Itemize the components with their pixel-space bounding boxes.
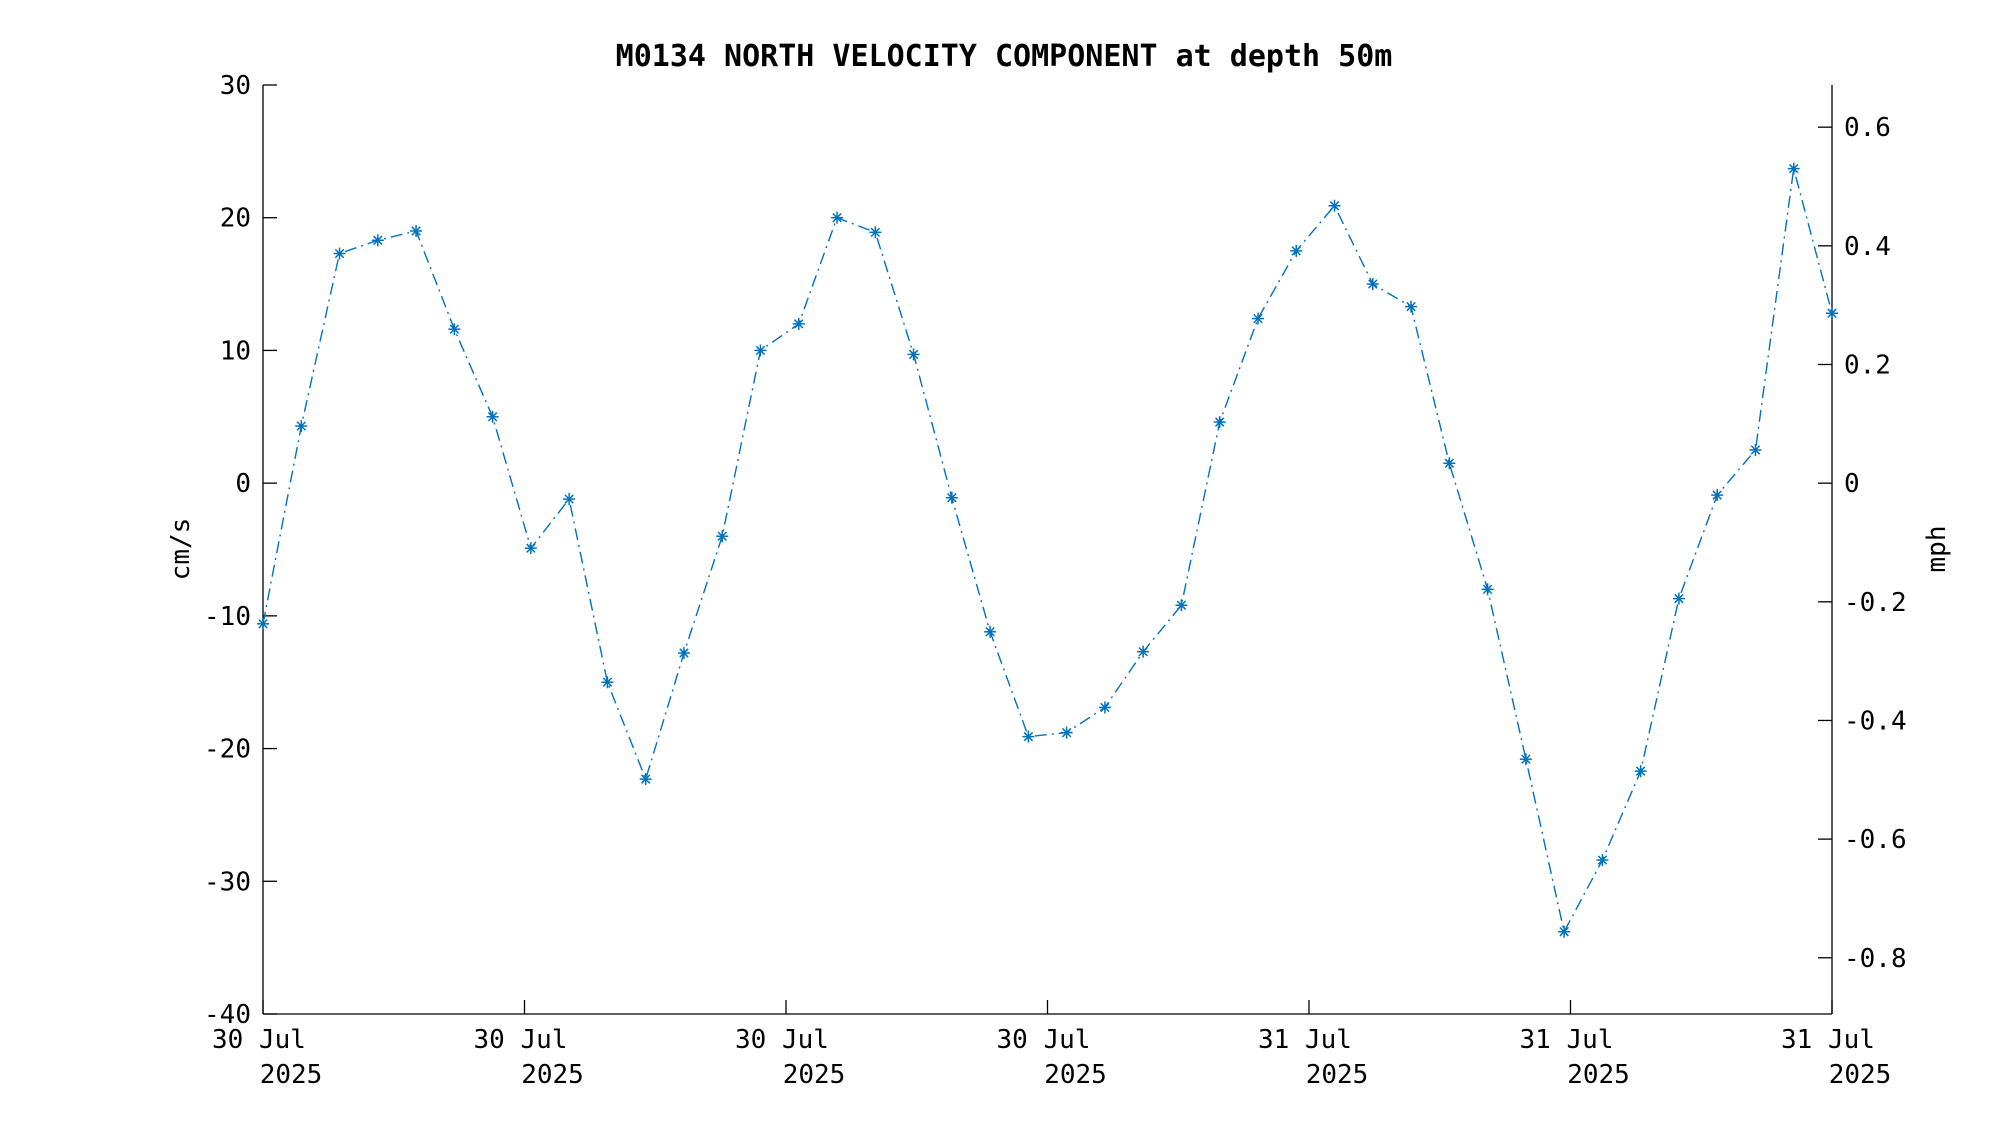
data-point: [1634, 765, 1647, 778]
y2-tick-label: -0.2: [1844, 588, 1907, 618]
data-point: [716, 530, 729, 543]
y-tick-label: 20: [220, 204, 251, 234]
y2-tick-label: 0.4: [1844, 232, 1891, 262]
data-point: [257, 617, 269, 630]
x-tick-label-date: 30 Jul: [212, 1025, 306, 1055]
data-point: [1672, 592, 1685, 605]
data-point: [1290, 244, 1303, 257]
data-point: [1251, 312, 1264, 325]
y2-ticks: 0.6 0.4 0.2 0 -0.2 -0.4 -0.6 -0.8: [1818, 113, 1907, 974]
x-tick-label-date: 30 Jul: [997, 1025, 1091, 1055]
data-point: [792, 317, 805, 330]
data-point: [869, 226, 882, 239]
chart-title: M0134 NORTH VELOCITY COMPONENT at depth …: [616, 39, 1393, 74]
x-tick-label-year: 2025: [1567, 1060, 1630, 1090]
y-ticks: 30 20 10 0 -10 -20 -30 -40: [204, 71, 277, 1030]
y-tick-label: -30: [204, 867, 251, 897]
y-tick-label: -10: [204, 602, 251, 632]
data-point: [1481, 583, 1494, 596]
y2-axis-label: mph: [1922, 526, 1952, 573]
data-point: [831, 211, 844, 224]
data-point: [1558, 925, 1571, 938]
series-group: [257, 162, 1838, 938]
data-point: [1137, 645, 1150, 658]
x-tick-label-date: 30 Jul: [474, 1025, 568, 1055]
data-point: [1787, 162, 1800, 175]
series-line: [262, 168, 1833, 934]
data-point: [1328, 199, 1341, 212]
x-tick-label-date: 31 Jul: [1258, 1025, 1352, 1055]
y2-tick-label: 0.2: [1844, 350, 1891, 380]
data-point: [1749, 443, 1762, 456]
y2-tick-label: -0.8: [1844, 944, 1907, 974]
y-tick-label: 0: [235, 469, 251, 499]
x-tick-label-year: 2025: [1829, 1060, 1892, 1090]
x-ticks: 30 Jul 2025 30 Jul 2025 30 Jul 2025 30 Jul 2025…: [212, 1000, 1891, 1090]
y-tick-label: -20: [204, 735, 251, 765]
x-tick-label-year: 2025: [1306, 1060, 1369, 1090]
y-tick-label: -40: [204, 1000, 251, 1030]
x-tick-label-date: 31 Jul: [1781, 1025, 1875, 1055]
data-point: [333, 247, 346, 260]
data-point: [1711, 489, 1724, 502]
data-point: [1443, 457, 1456, 470]
data-point: [754, 344, 767, 357]
data-point: [1022, 730, 1035, 743]
data-point: [639, 773, 652, 786]
y-tick-label: 30: [220, 71, 251, 101]
x-tick-label-year: 2025: [521, 1060, 584, 1090]
data-point: [371, 234, 384, 247]
x-tick-label-year: 2025: [783, 1060, 846, 1090]
data-point: [1519, 753, 1532, 766]
data-point: [1213, 416, 1226, 429]
y2-tick-label: 0.6: [1844, 113, 1891, 143]
x-tick-label-date: 31 Jul: [1520, 1025, 1614, 1055]
data-point: [907, 348, 920, 361]
data-point: [1098, 701, 1111, 714]
data-point: [677, 647, 690, 660]
data-point: [945, 491, 958, 504]
y-axis-label: cm/s: [166, 518, 196, 581]
data-point: [1366, 278, 1379, 291]
y2-tick-label: -0.6: [1844, 825, 1907, 855]
data-point: [563, 493, 576, 506]
data-point: [1175, 599, 1188, 612]
data-point: [295, 420, 308, 433]
y2-tick-label: -0.4: [1844, 706, 1907, 736]
data-point: [1060, 726, 1073, 739]
data-point: [601, 676, 614, 689]
data-point: [524, 542, 537, 555]
data-point: [448, 323, 461, 336]
data-point: [1826, 307, 1838, 320]
y2-tick-label: 0: [1844, 469, 1860, 499]
axes: [262, 85, 1833, 1015]
data-point: [486, 410, 499, 423]
x-tick-label-date: 30 Jul: [735, 1025, 829, 1055]
y-tick-label: 10: [220, 336, 251, 366]
x-tick-label-year: 2025: [1044, 1060, 1107, 1090]
data-point: [1596, 854, 1609, 867]
data-point: [410, 224, 423, 237]
data-point: [984, 625, 997, 638]
data-point: [1405, 300, 1418, 313]
x-tick-label-year: 2025: [260, 1060, 323, 1090]
